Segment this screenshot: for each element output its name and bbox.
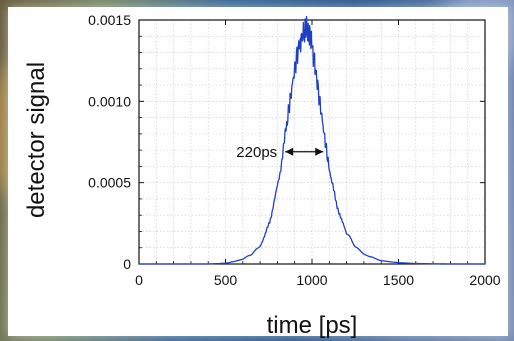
series-line bbox=[139, 15, 485, 265]
x-axis-title: time [ps] bbox=[267, 312, 358, 339]
x-tick-label: 1500 bbox=[383, 272, 414, 288]
y-tick-label: 0.0005 bbox=[88, 175, 131, 191]
annotation: 220ps bbox=[236, 144, 324, 161]
y-tick-label: 0.0015 bbox=[88, 12, 131, 28]
x-tick-label: 500 bbox=[214, 272, 238, 288]
labels: detector signal time [ps] bbox=[23, 62, 357, 339]
series-layer bbox=[139, 15, 485, 265]
chart-panel bbox=[8, 7, 508, 336]
fwhm-arrow-head-right bbox=[315, 147, 324, 156]
fwhm-arrow-head-left bbox=[285, 147, 294, 156]
axes: 0 500 1000 1500 2000 0 0.0005 0.0010 0.0015 bbox=[88, 12, 501, 288]
y-tick-label: 0.0010 bbox=[88, 93, 131, 109]
x-tick-label: 0 bbox=[135, 272, 143, 288]
y-axis-title: detector signal bbox=[23, 62, 50, 218]
x-tick-label: 2000 bbox=[469, 272, 500, 288]
y-tick-label: 0 bbox=[123, 256, 131, 272]
fwhm-label: 220ps bbox=[236, 144, 277, 161]
x-tick-label: 1000 bbox=[296, 272, 327, 288]
grid bbox=[139, 20, 485, 264]
